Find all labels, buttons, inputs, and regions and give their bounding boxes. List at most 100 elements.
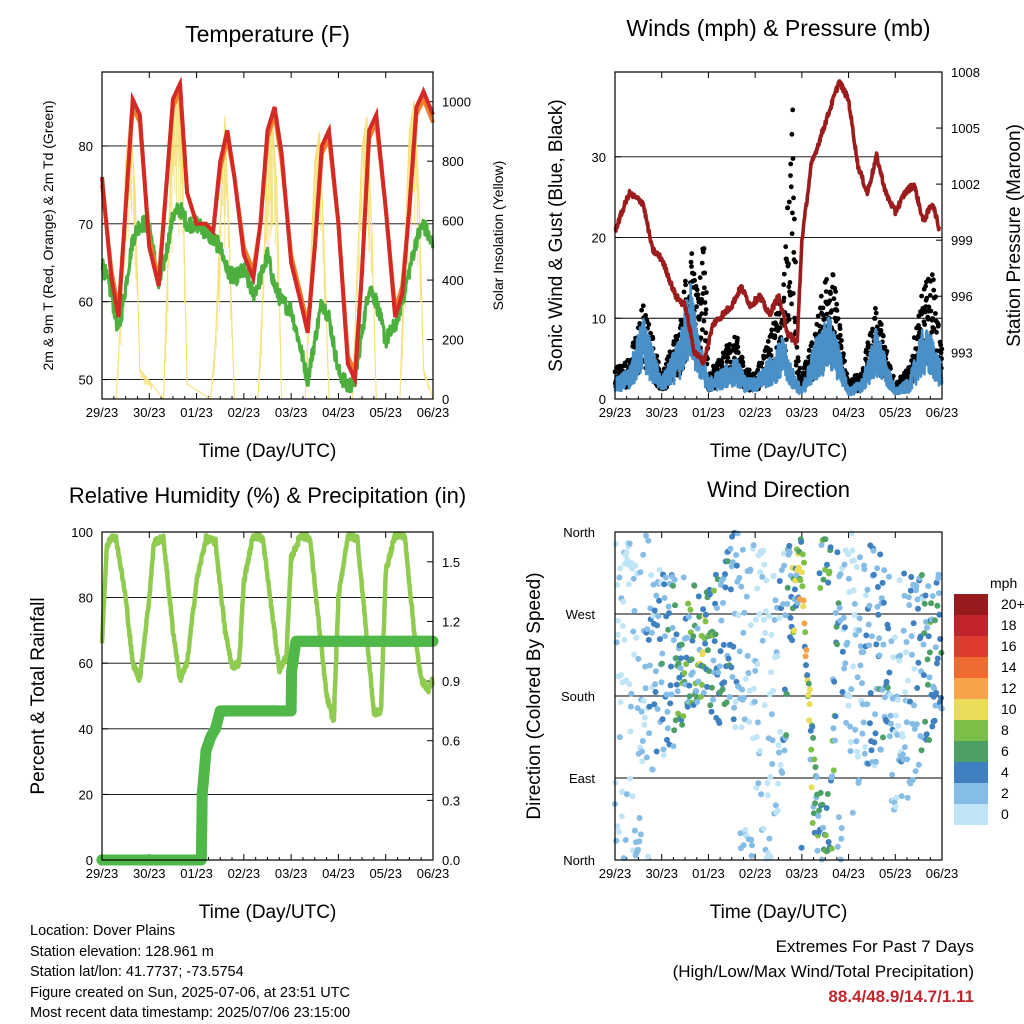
direction-point: [730, 716, 737, 723]
direction-point: [616, 574, 623, 581]
legend-label: 10: [1001, 701, 1017, 717]
gust-point: [639, 307, 644, 313]
x-tick-label: 02/23: [228, 866, 261, 881]
direction-point: [889, 771, 896, 778]
direction-point: [897, 652, 904, 659]
direction-point: [814, 847, 821, 854]
gust-point: [701, 246, 707, 251]
gust-point: [724, 359, 730, 364]
gust-point: [931, 287, 937, 293]
gust-point: [827, 298, 833, 304]
direction-point: [706, 668, 713, 675]
direction-point: [628, 690, 635, 697]
direction-point: [714, 605, 720, 611]
y-right-tick-label: 1000: [442, 95, 471, 110]
legend-swatch: [954, 783, 988, 804]
winds-pressure-panel: Winds (mph) & Pressure (mb) 29/23 30/23 01/…: [546, 15, 1024, 462]
direction-point: [786, 542, 793, 549]
direction-point: [830, 725, 837, 732]
gust-point: [781, 282, 787, 288]
direction-point: [738, 724, 745, 731]
direction-point: [791, 586, 798, 593]
direction-point: [694, 625, 701, 632]
direction-point: [635, 655, 642, 662]
y-tick-label: 60: [79, 295, 93, 310]
gust-point: [824, 277, 829, 282]
gust-point: [788, 173, 793, 179]
direction-point: [847, 739, 854, 746]
gust-point: [824, 311, 830, 317]
direction-point: [806, 701, 813, 708]
direction-point: [739, 686, 746, 693]
direction-point: [929, 723, 936, 730]
y-right-tick-label: 1002: [951, 177, 980, 192]
legend-swatch: [954, 699, 988, 720]
direction-point: [816, 807, 823, 814]
precip-point: [287, 655, 299, 667]
gust-point: [795, 355, 801, 360]
direction-point: [629, 793, 636, 800]
y-tick-label: 50: [79, 373, 93, 388]
gust-point: [674, 337, 680, 342]
direction-point: [721, 679, 728, 686]
direction-point: [722, 584, 729, 591]
direction-point: [816, 570, 823, 577]
direction-point: [810, 734, 817, 741]
gust-point: [735, 350, 741, 355]
direction-point: [804, 672, 811, 679]
direction-point: [838, 835, 845, 842]
direction-point: [781, 562, 788, 569]
direction-point: [783, 691, 790, 698]
direction-point: [767, 774, 774, 780]
gust-point: [698, 335, 704, 341]
gust-point: [789, 301, 794, 307]
direction-point: [768, 631, 775, 638]
direction-point: [874, 584, 881, 590]
direction-point: [876, 635, 883, 642]
direction-point: [680, 713, 687, 720]
direction-point: [661, 595, 668, 601]
direction-point: [612, 541, 619, 547]
direction-point: [913, 583, 920, 590]
direction-point: [699, 681, 705, 688]
direction-point: [620, 598, 627, 605]
gust-point: [694, 287, 700, 293]
gust-point: [759, 360, 765, 366]
gust-point: [699, 311, 705, 316]
station-location: Location: Dover Plains: [30, 923, 176, 939]
y-right-tick-label: 400: [442, 273, 464, 288]
direction-point: [702, 611, 709, 618]
direction-point: [915, 659, 922, 666]
direction-point: [933, 690, 940, 696]
direction-point: [753, 616, 759, 623]
direction-point: [813, 774, 820, 780]
direction-point: [859, 730, 866, 737]
direction-point: [640, 697, 647, 704]
gust-point: [700, 327, 705, 333]
direction-point: [890, 654, 897, 661]
gust-point: [933, 311, 938, 316]
gust-point: [695, 292, 701, 298]
direction-point: [809, 723, 816, 730]
precip-point: [196, 788, 208, 800]
direction-point: [722, 571, 728, 578]
direction-point: [686, 693, 693, 700]
gust-point: [768, 347, 773, 353]
direction-point: [907, 587, 914, 594]
direction-point: [761, 702, 768, 709]
y-tick-label: 10: [592, 311, 606, 326]
figure-created: Figure created on Sun, 2025-07-06, at 23…: [30, 984, 350, 1001]
direction-point: [823, 805, 830, 811]
direction-point: [845, 702, 852, 709]
direction-point: [809, 820, 816, 826]
direction-point: [763, 577, 770, 584]
legend-swatch: [954, 720, 988, 741]
direction-point: [617, 565, 624, 572]
direction-point: [880, 641, 887, 648]
direction-point: [839, 648, 846, 655]
direction-point: [884, 684, 891, 691]
x-tick-label: 29/23: [86, 866, 119, 881]
direction-point: [749, 842, 755, 849]
gust-point: [790, 291, 796, 296]
direction-point: [868, 747, 875, 754]
